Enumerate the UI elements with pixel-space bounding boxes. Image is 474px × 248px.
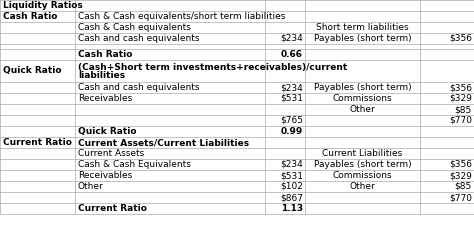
Text: Current Assets: Current Assets — [78, 149, 144, 158]
Text: Receivables: Receivables — [78, 171, 132, 180]
Text: Other: Other — [350, 182, 375, 191]
Text: $85: $85 — [455, 182, 472, 191]
Text: Cash & Cash equivalents: Cash & Cash equivalents — [78, 23, 191, 32]
Text: 0.99: 0.99 — [281, 127, 303, 136]
Text: Payables (short term): Payables (short term) — [314, 83, 411, 92]
Text: Liquidity Ratios: Liquidity Ratios — [3, 1, 83, 10]
Text: liabilities: liabilities — [78, 71, 125, 80]
Text: Current Liabilities: Current Liabilities — [322, 149, 402, 158]
Text: $867: $867 — [280, 193, 303, 202]
Text: $329: $329 — [449, 94, 472, 103]
Text: (Cash+Short term investments+receivables)/current: (Cash+Short term investments+receivables… — [78, 62, 347, 71]
Text: Quick Ratio: Quick Ratio — [78, 127, 137, 136]
Text: Current Ratio: Current Ratio — [78, 204, 147, 213]
Text: Receivables: Receivables — [78, 94, 132, 103]
Text: Other: Other — [350, 105, 375, 114]
Text: $234: $234 — [280, 83, 303, 92]
Text: Cash Ratio: Cash Ratio — [78, 50, 132, 59]
Text: $329: $329 — [449, 171, 472, 180]
Text: $356: $356 — [449, 34, 472, 43]
Text: $770: $770 — [449, 193, 472, 202]
Text: Cash and cash equivalents: Cash and cash equivalents — [78, 83, 200, 92]
Text: $234: $234 — [280, 160, 303, 169]
Text: Quick Ratio: Quick Ratio — [3, 66, 62, 75]
Text: $531: $531 — [280, 171, 303, 180]
Text: $531: $531 — [280, 94, 303, 103]
Text: Short term liabilities: Short term liabilities — [316, 23, 409, 32]
Text: Payables (short term): Payables (short term) — [314, 34, 411, 43]
Text: Current Ratio: Current Ratio — [3, 138, 72, 147]
Text: Commissions: Commissions — [333, 171, 392, 180]
Text: Payables (short term): Payables (short term) — [314, 160, 411, 169]
Text: Cash Ratio: Cash Ratio — [3, 12, 57, 21]
Text: $102: $102 — [280, 182, 303, 191]
Text: 0.66: 0.66 — [281, 50, 303, 59]
Text: $85: $85 — [455, 105, 472, 114]
Text: Cash & Cash equivalents/short term liabilities: Cash & Cash equivalents/short term liabi… — [78, 12, 285, 21]
Text: Cash and cash equivalents: Cash and cash equivalents — [78, 34, 200, 43]
Text: $765: $765 — [280, 116, 303, 125]
Text: Cash & Cash Equivalents: Cash & Cash Equivalents — [78, 160, 191, 169]
Text: $770: $770 — [449, 116, 472, 125]
Text: $356: $356 — [449, 83, 472, 92]
Text: $234: $234 — [280, 34, 303, 43]
Text: 1.13: 1.13 — [281, 204, 303, 213]
Text: Other: Other — [78, 182, 104, 191]
Text: Current Assets/Current Liabilities: Current Assets/Current Liabilities — [78, 138, 249, 147]
Text: Commissions: Commissions — [333, 94, 392, 103]
Text: $356: $356 — [449, 160, 472, 169]
